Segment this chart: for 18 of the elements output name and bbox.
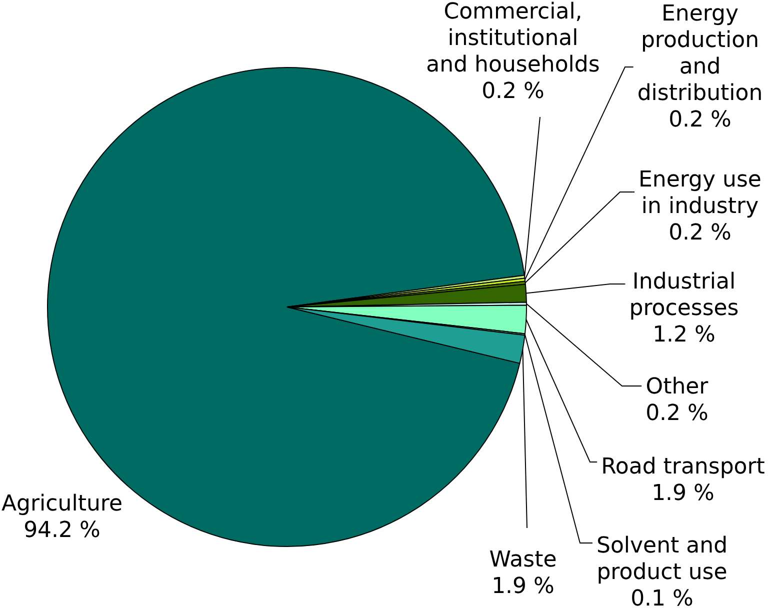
- data-label: 0.2 %: [668, 108, 732, 133]
- data-label: 0.1 %: [630, 586, 694, 612]
- slice-label: Road transport: [601, 454, 766, 480]
- data-label: 0.2 %: [646, 401, 708, 426]
- data-label: 1.9 %: [652, 481, 714, 506]
- slice-label: Solvent and product use: [596, 534, 728, 586]
- slice-label: Energy use in industry: [638, 168, 762, 220]
- slice-label: Waste: [489, 548, 557, 573]
- data-label: 94.2 %: [24, 518, 100, 544]
- data-label: 1.9 %: [492, 574, 554, 600]
- slice-label: Other: [646, 374, 710, 400]
- slice-label: Energy production and distribution: [637, 2, 763, 106]
- data-label: 1.2 %: [652, 322, 716, 348]
- slice-label: Agriculture: [2, 492, 122, 517]
- data-label: 0.2 %: [482, 79, 544, 104]
- data-label: 0.2 %: [668, 220, 732, 246]
- slice-label: Commercial, institutional and households: [426, 0, 600, 78]
- slice-label: Industrial processes: [629, 270, 739, 322]
